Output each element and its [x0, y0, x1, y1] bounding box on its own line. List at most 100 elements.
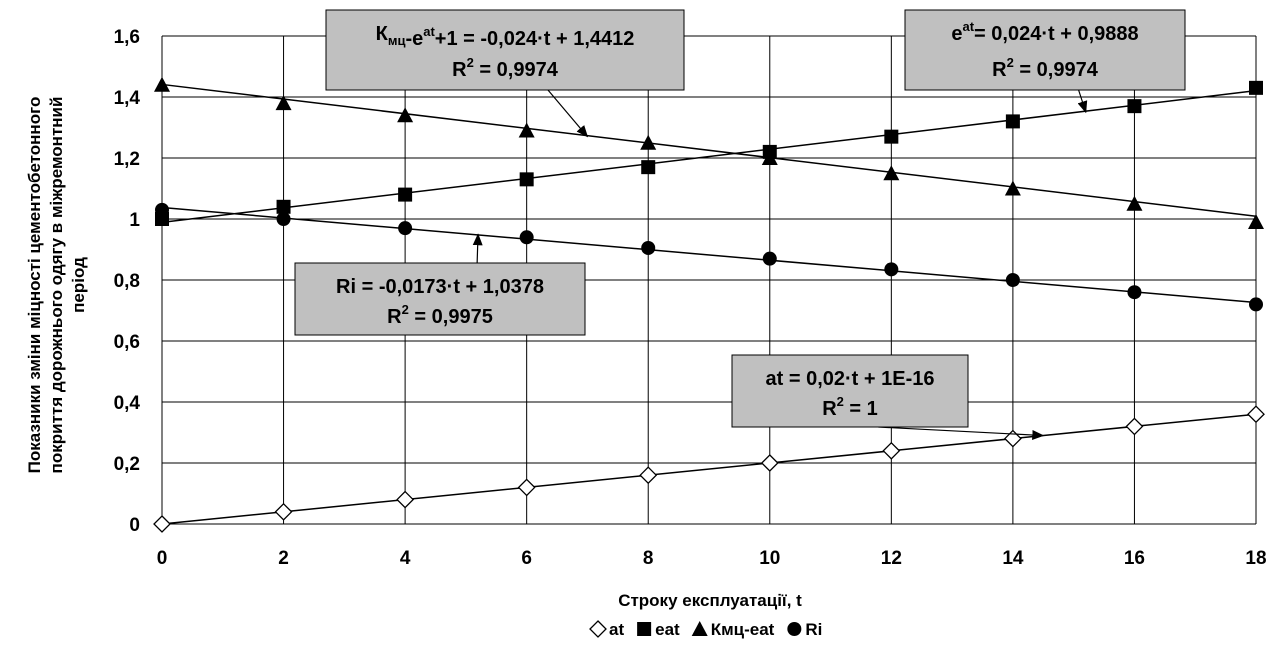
- point-3-1: [276, 212, 291, 226]
- annotation-box-ri: [294, 262, 586, 336]
- point-0-4: [639, 466, 658, 485]
- point-3-7: [1005, 273, 1020, 287]
- point-0-9: [1247, 405, 1265, 424]
- point-3-4: [641, 240, 656, 255]
- point-0-6: [882, 441, 901, 460]
- point-1-6: [884, 129, 899, 144]
- y-axis-title-line-3: період: [69, 257, 88, 313]
- y-tick-label-6: 1,2: [114, 149, 140, 170]
- point-2-2: [397, 107, 414, 123]
- series-0: [153, 405, 1265, 533]
- legend-marker-2: [691, 621, 708, 636]
- x-tick-label-9: 18: [1245, 548, 1266, 569]
- point-0-1: [274, 502, 293, 521]
- x-tick-label-6: 12: [881, 548, 902, 569]
- y-axis-title-line-1: Показники зміни міцності цементобетонног…: [25, 97, 44, 474]
- annotation-equation-ri: Ri = -0,0173·t + 1,0378: [336, 276, 544, 298]
- annotation-kmc: Кмц-eat+1 = -0,024·t + 1,4412 R2 = 0,9974: [325, 9, 685, 138]
- series-1: [155, 80, 1263, 226]
- tick-labels: 0 0,2 0,4 0,6 0,8 1 1,2 1,4 1,6 0 2 4 6 8 10 12 14 16 18: [114, 27, 1267, 569]
- legend-item-3: Ri: [787, 620, 822, 639]
- point-2-0: [154, 76, 170, 92]
- point-1-2: [398, 187, 413, 202]
- point-3-6: [884, 262, 899, 277]
- y-tick-label-0: 0: [129, 515, 140, 536]
- annotation-ri: Ri = -0,0173·t + 1,0378 R2 = 0,9975: [294, 233, 586, 336]
- legend-label-2: Кмц-eat: [711, 620, 775, 639]
- point-0-7: [1003, 429, 1022, 448]
- series-2: [154, 76, 1264, 230]
- annotation-equation-kmc: Кмц-eat+1 = -0,024·t + 1,4412: [376, 23, 635, 50]
- point-0-8: [1125, 417, 1144, 436]
- annotation-at: at = 0,02·t + 1E-16 R2 = 1: [731, 354, 1045, 440]
- x-axis-title: Строку експлуатації, t: [618, 591, 802, 610]
- x-tick-label-5: 10: [759, 548, 780, 569]
- legend-label-1: eat: [655, 620, 680, 639]
- y-tick-label-4: 0,8: [114, 271, 140, 292]
- point-3-8: [1127, 285, 1142, 300]
- y-axis-title-line-2: покриття дорожнього одягу в міжремонтний: [47, 97, 66, 474]
- annotation-arrow-kmc: [547, 89, 589, 138]
- annotation-box-kmc: [325, 9, 685, 91]
- point-3-2: [398, 221, 413, 236]
- annotation-box-at: [731, 354, 969, 428]
- point-2-9: [1248, 214, 1264, 230]
- point-0-3: [517, 478, 536, 497]
- point-1-4: [641, 160, 656, 175]
- legend-label-3: Ri: [805, 620, 822, 639]
- annotations: Кмц-eat+1 = -0,024·t + 1,4412 R2 = 0,9974…: [294, 9, 1186, 440]
- x-tick-label-2: 4: [400, 548, 411, 569]
- annotation-eat: eat= 0,024·t + 0,9888 R2 = 0,9974: [904, 9, 1186, 114]
- trendline-3: [161, 206, 1257, 304]
- point-2-4: [640, 134, 657, 150]
- annotation-r2-at: R2 = 1: [822, 394, 878, 420]
- series: [153, 76, 1265, 533]
- point-3-3: [519, 230, 534, 245]
- series-3: [155, 202, 1263, 312]
- legend-marker-1: [637, 622, 652, 636]
- legend-item-1: eat: [637, 620, 680, 639]
- trendline-2: [161, 83, 1257, 217]
- x-tick-label-0: 0: [157, 548, 168, 569]
- point-2-1: [275, 95, 292, 111]
- point-2-7: [1004, 180, 1021, 196]
- y-tick-label-7: 1,4: [114, 88, 141, 109]
- point-0-5: [760, 454, 779, 472]
- legend: at eat Кмц-eat Ri: [589, 620, 822, 639]
- legend-marker-3: [787, 622, 802, 636]
- point-0-0: [153, 515, 171, 533]
- legend-marker-0: [589, 620, 607, 638]
- annotation-arrow-eat: [1077, 89, 1088, 114]
- annotation-arrow-at: [878, 426, 1045, 440]
- x-tick-label-7: 14: [1002, 548, 1024, 569]
- annotation-r2-kmc: R2 = 0,9974: [452, 55, 559, 81]
- trendline-0: [161, 413, 1257, 525]
- point-2-8: [1126, 195, 1143, 211]
- y-tick-label-1: 0,2: [114, 454, 140, 475]
- annotation-box-eat: [904, 9, 1186, 91]
- annotation-r2-ri: R2 = 0,9975: [387, 302, 493, 328]
- point-0-2: [396, 490, 415, 509]
- x-tick-label-8: 16: [1124, 548, 1145, 569]
- y-axis-title: Показники зміни міцності цементобетонног…: [25, 97, 88, 474]
- trendline-1: [161, 89, 1257, 224]
- x-tick-label-1: 2: [278, 548, 289, 569]
- point-1-7: [1005, 114, 1020, 129]
- annotation-r2-eat: R2 = 0,9974: [992, 55, 1099, 81]
- legend-label-0: at: [609, 620, 624, 639]
- x-tick-label-3: 6: [521, 548, 532, 569]
- legend-item-2: Кмц-eat: [691, 620, 775, 639]
- y-tick-label-5: 1: [129, 210, 140, 231]
- y-tick-label-3: 0,6: [114, 332, 140, 353]
- y-tick-label-2: 0,4: [114, 393, 141, 414]
- point-3-9: [1249, 297, 1263, 312]
- point-3-5: [762, 251, 777, 266]
- point-1-3: [519, 172, 534, 187]
- y-tick-label-8: 1,6: [114, 27, 140, 48]
- point-2-5: [761, 150, 778, 165]
- point-2-6: [883, 165, 900, 181]
- point-1-8: [1127, 99, 1142, 114]
- point-3-0: [155, 202, 169, 217]
- point-1-1: [276, 199, 291, 214]
